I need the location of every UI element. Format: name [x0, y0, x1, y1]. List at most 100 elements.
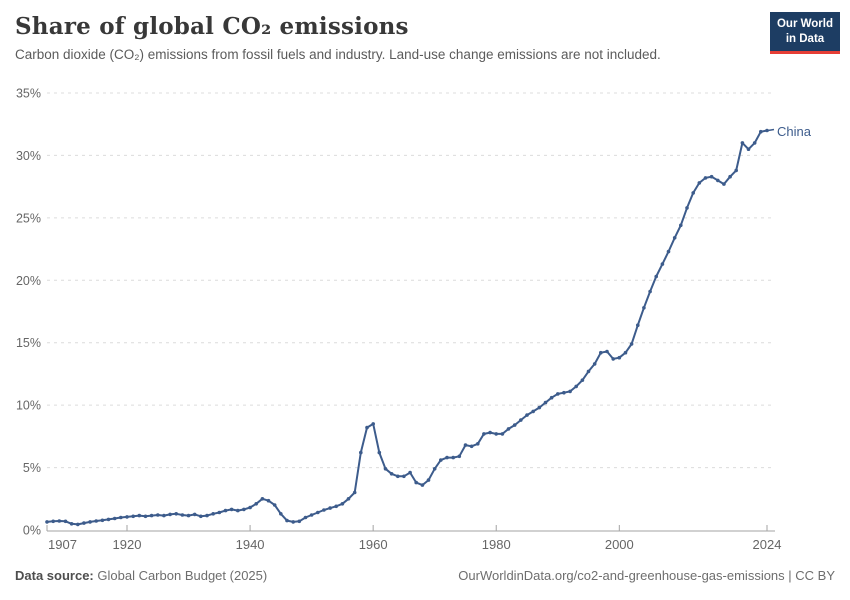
data-point-marker — [537, 405, 542, 410]
data-point-marker — [666, 249, 671, 254]
x-tick-label-1907: 1907 — [48, 537, 77, 552]
data-point-marker — [377, 450, 382, 455]
data-point-marker — [303, 515, 308, 520]
y-tick-label-0: 0% — [23, 524, 41, 538]
data-point-marker — [174, 512, 178, 516]
data-point-marker — [396, 474, 400, 479]
owid-logo-line2: in Data — [785, 32, 825, 45]
data-point-marker — [605, 349, 609, 354]
data-point-marker — [494, 432, 499, 436]
data-point-marker — [426, 478, 431, 482]
data-point-marker — [248, 505, 252, 510]
data-point-marker — [389, 472, 394, 476]
y-tick-label-5: 5% — [23, 461, 41, 475]
data-point-marker — [316, 510, 320, 515]
data-point-marker — [254, 502, 258, 506]
data-point-marker — [131, 514, 135, 519]
y-tick-label-30: 30% — [16, 149, 41, 163]
data-point-marker — [242, 507, 246, 512]
data-point-marker — [765, 128, 769, 133]
data-point-marker — [236, 508, 240, 513]
y-tick-label-15: 15% — [16, 336, 41, 350]
data-point-marker — [654, 274, 658, 279]
data-point-marker — [402, 474, 406, 479]
data-point-marker — [229, 507, 234, 512]
data-point-marker — [149, 513, 154, 518]
data-point-marker — [291, 520, 296, 524]
data-point-marker — [180, 513, 185, 517]
chart-subtitle: Carbon dioxide (CO₂) emissions from foss… — [15, 47, 661, 62]
data-point-marker — [69, 522, 74, 526]
data-point-marker — [156, 513, 160, 517]
data-point-marker — [162, 513, 166, 518]
data-point-marker — [408, 470, 412, 475]
data-point-marker — [500, 432, 505, 436]
data-point-marker — [223, 508, 228, 513]
data-point-marker — [106, 517, 111, 522]
data-point-marker — [199, 514, 203, 519]
x-tick-label-1980: 1980 — [482, 537, 511, 552]
data-point-marker — [703, 176, 708, 180]
data-point-marker — [599, 350, 603, 355]
data-point-marker — [531, 409, 535, 414]
data-point-marker — [100, 518, 105, 523]
chart-header: Share of global CO₂ emissions Carbon dio… — [15, 13, 755, 62]
data-point-marker — [359, 450, 363, 455]
data-point-marker — [691, 191, 695, 195]
data-point-marker — [82, 521, 86, 525]
data-point-marker — [119, 515, 123, 520]
data-point-marker — [76, 522, 80, 527]
data-point-marker — [445, 455, 449, 460]
data-point-marker — [716, 178, 720, 183]
series-label-leader — [767, 128, 775, 132]
data-point-marker — [623, 350, 628, 355]
chart-footer: Data source: Global Carbon Budget (2025)… — [15, 568, 835, 583]
data-point-marker — [260, 497, 265, 501]
data-point-marker — [192, 512, 197, 517]
data-point-marker — [383, 467, 388, 471]
data-point-marker — [217, 510, 222, 515]
data-point-marker — [205, 513, 209, 518]
data-point-marker — [112, 516, 117, 521]
data-point-marker — [506, 427, 511, 431]
data-source-label: Data source: — [15, 568, 94, 583]
data-point-marker — [488, 430, 492, 435]
data-point-marker — [469, 444, 474, 449]
data-point-marker — [679, 223, 683, 228]
data-source-value: Global Carbon Budget (2025) — [97, 568, 268, 583]
data-point-marker — [611, 357, 615, 361]
data-point-marker — [279, 512, 283, 516]
series-line-china[interactable] — [46, 129, 768, 526]
data-point-marker — [549, 395, 554, 400]
data-point-marker — [476, 442, 480, 446]
x-tick-label-2000: 2000 — [605, 537, 634, 552]
data-point-marker — [740, 141, 745, 145]
data-point-marker — [57, 519, 62, 523]
data-point-marker — [414, 480, 419, 485]
data-point-marker — [125, 515, 129, 519]
citation-link[interactable]: OurWorldinData.org/co2-and-greenhouse-ga… — [458, 568, 835, 583]
data-point-marker — [272, 503, 277, 507]
series-label-china[interactable]: China — [777, 124, 811, 139]
y-tick-label-20: 20% — [16, 274, 41, 288]
data-point-marker — [685, 206, 689, 210]
data-point-marker — [734, 168, 738, 173]
data-point-marker — [334, 504, 339, 509]
data-point-marker — [746, 147, 751, 151]
data-point-marker — [309, 513, 314, 517]
data-point-marker — [629, 342, 634, 346]
data-point-marker — [285, 518, 289, 523]
data-point-marker — [709, 174, 714, 179]
data-point-marker — [451, 455, 456, 460]
data-point-marker — [266, 498, 271, 503]
x-tick-label-2024: 2024 — [753, 537, 782, 552]
data-point-marker — [63, 519, 68, 524]
data-point-marker — [482, 432, 486, 436]
data-point-marker — [574, 384, 578, 389]
owid-logo-line1: Our World — [776, 18, 833, 30]
x-tick-label-1940: 1940 — [236, 537, 265, 552]
owid-logo: Our World in Data — [770, 12, 840, 54]
data-point-marker — [88, 520, 92, 524]
data-point-marker — [45, 520, 49, 524]
